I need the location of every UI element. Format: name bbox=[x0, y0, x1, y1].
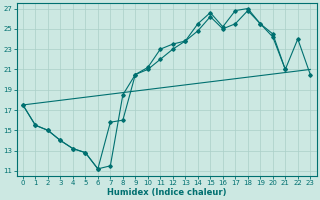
X-axis label: Humidex (Indice chaleur): Humidex (Indice chaleur) bbox=[107, 188, 226, 197]
